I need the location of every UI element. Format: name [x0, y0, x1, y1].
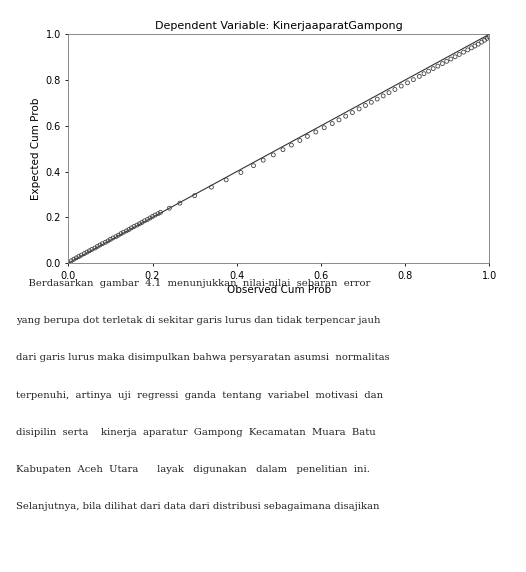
Point	[96, 240, 104, 249]
Point	[165, 204, 174, 213]
Point	[117, 229, 125, 238]
Point	[104, 236, 112, 245]
Point	[154, 209, 162, 219]
Point	[379, 92, 387, 101]
Point	[420, 69, 428, 78]
Point	[311, 128, 320, 137]
Point	[67, 256, 76, 265]
Point	[361, 101, 370, 110]
Point	[484, 32, 493, 41]
Point	[320, 123, 328, 132]
Text: disipilin  serta    kinerja  aparatur  Gampong  Kecamatan  Muara  Batu: disipilin serta kinerja aparatur Gampong…	[16, 428, 376, 436]
Point	[438, 59, 447, 68]
Point	[385, 88, 393, 97]
Point	[328, 119, 337, 128]
Point	[98, 239, 107, 248]
Point	[409, 75, 418, 84]
Y-axis label: Expected Cum Prob: Expected Cum Prob	[31, 98, 41, 200]
Point	[269, 150, 278, 160]
Point	[287, 141, 296, 150]
Point	[455, 50, 463, 59]
Point	[109, 233, 117, 243]
Point	[151, 210, 159, 220]
Point	[459, 47, 468, 57]
Point	[106, 235, 115, 244]
Point	[480, 35, 489, 45]
Point	[279, 145, 287, 154]
Point	[397, 81, 406, 90]
Point	[83, 248, 91, 257]
Point	[303, 132, 311, 141]
Point	[156, 208, 165, 217]
Point	[122, 227, 130, 236]
Point	[69, 255, 78, 264]
Point	[101, 238, 109, 247]
Point	[442, 57, 451, 66]
Point	[135, 219, 144, 228]
Point	[138, 218, 146, 227]
Point	[367, 98, 376, 107]
Point	[391, 85, 399, 94]
Point	[249, 161, 258, 170]
Text: Selanjutnya, bila dilihat dari data dari distribusi sebagaimana disajikan: Selanjutnya, bila dilihat dari data dari…	[16, 502, 379, 511]
Text: dari garis lurus maka disimpulkan bahwa persyaratan asumsi  normalitas: dari garis lurus maka disimpulkan bahwa …	[16, 353, 389, 362]
Point	[112, 232, 120, 241]
Point	[483, 34, 491, 43]
Point	[143, 215, 151, 224]
Point	[355, 104, 363, 113]
Point	[478, 38, 486, 47]
Point	[429, 64, 438, 73]
Point	[72, 253, 80, 263]
X-axis label: Observed Cum Prob: Observed Cum Prob	[227, 285, 331, 295]
Point	[133, 221, 141, 230]
Point	[373, 94, 381, 104]
Point	[80, 249, 88, 258]
Point	[447, 54, 455, 63]
Point	[471, 41, 479, 50]
Point	[474, 39, 482, 49]
Point	[259, 156, 267, 165]
Point	[88, 245, 96, 254]
Point	[403, 78, 412, 88]
Text: Berdasarkan  gambar  4.1  menunjukkan  nilai-nilai  sebaran  error: Berdasarkan gambar 4.1 menunjukkan nilai…	[16, 279, 370, 288]
Point	[424, 66, 433, 76]
Point	[130, 222, 138, 231]
Point	[335, 116, 343, 125]
Point	[148, 212, 157, 221]
Point	[451, 52, 459, 61]
Point	[125, 225, 133, 234]
Point	[176, 198, 184, 208]
Point	[415, 72, 423, 81]
Point	[77, 251, 86, 260]
Point	[119, 228, 128, 237]
Title: Dependent Variable: KinerjaaparatGampong: Dependent Variable: KinerjaaparatGampong	[155, 21, 403, 31]
Point	[127, 223, 136, 232]
Point	[348, 108, 357, 117]
Point	[237, 168, 245, 177]
Point	[85, 246, 94, 255]
Point	[75, 252, 83, 261]
Point	[222, 175, 230, 184]
Text: terpenuhi,  artinya  uji  regressi  ganda  tentang  variabel  motivasi  dan: terpenuhi, artinya uji regressi ganda te…	[16, 391, 383, 399]
Point	[467, 43, 476, 53]
Point	[190, 191, 199, 200]
Point	[114, 231, 123, 240]
Point	[140, 216, 149, 225]
Point	[90, 244, 99, 253]
Point	[341, 112, 350, 121]
Text: Kabupaten  Aceh  Utara      layak   digunakan   dalam   penelitian  ini.: Kabupaten Aceh Utara layak digunakan dal…	[16, 465, 370, 474]
Point	[433, 62, 442, 71]
Point	[93, 242, 102, 251]
Point	[296, 136, 304, 145]
Point	[146, 213, 154, 223]
Point	[463, 45, 472, 54]
Text: yang berupa dot terletak di sekitar garis lurus dan tidak terpencar jauh: yang berupa dot terletak di sekitar gari…	[16, 316, 380, 325]
Point	[207, 182, 216, 192]
